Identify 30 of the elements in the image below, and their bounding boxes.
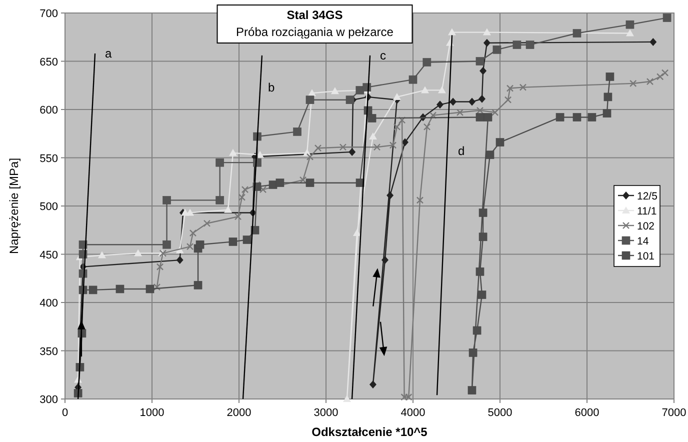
x-tick-label: 6000 [574,407,600,419]
series-label: c [380,48,386,62]
y-tick-label: 650 [40,56,58,68]
x-axis-title: Odkształcenie *10^5 [312,425,428,439]
series-label: d [458,144,465,158]
series-label: a [105,46,112,61]
x-tick-label: 5000 [488,407,512,419]
x-tick-label: 1000 [140,407,164,419]
legend-label: 101 [637,250,655,262]
legend-label: 102 [637,220,655,232]
x-tick-label: 0 [62,407,68,419]
text: Próba rozciągania w pełzarce [236,25,394,39]
x-tick-label: 7000 [662,407,686,419]
y-tick-label: 400 [40,298,58,310]
y-tick-label: 500 [40,201,58,213]
legend-label: 14 [637,236,649,248]
y-tick-label: 350 [40,346,58,358]
y-tick-label: 600 [40,104,58,116]
y-tick-label: 700 [40,8,58,20]
series-label: b [268,80,275,94]
legend-label: 12/5 [637,190,658,202]
y-tick-label: 450 [40,249,58,262]
y-axis-title: Naprężenie [MPa] [7,158,21,254]
y-tick-label: 300 [40,394,58,406]
chart-title: Stal 34GS [286,8,343,22]
x-tick-label: 3000 [314,407,338,419]
x-tick-label: 4000 [400,407,426,419]
x-tick-label: 2000 [226,407,252,419]
legend-label: 11/1 [637,206,657,218]
y-tick-label: 550 [40,152,58,165]
